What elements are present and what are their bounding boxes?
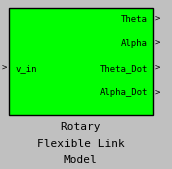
Text: Theta_Dot: Theta_Dot <box>100 64 148 73</box>
Bar <box>9 8 153 115</box>
Text: >: > <box>155 39 160 48</box>
Text: Rotary: Rotary <box>61 122 101 132</box>
Text: v_in: v_in <box>15 64 37 73</box>
Text: >: > <box>2 64 7 73</box>
Text: >: > <box>155 15 160 24</box>
Text: Flexible Link: Flexible Link <box>37 139 125 149</box>
Text: Model: Model <box>64 155 98 165</box>
Text: >: > <box>155 88 160 98</box>
Text: Alpha: Alpha <box>121 39 148 48</box>
Text: >: > <box>155 64 160 73</box>
Text: Theta: Theta <box>121 15 148 24</box>
Text: Alpha_Dot: Alpha_Dot <box>100 88 148 98</box>
